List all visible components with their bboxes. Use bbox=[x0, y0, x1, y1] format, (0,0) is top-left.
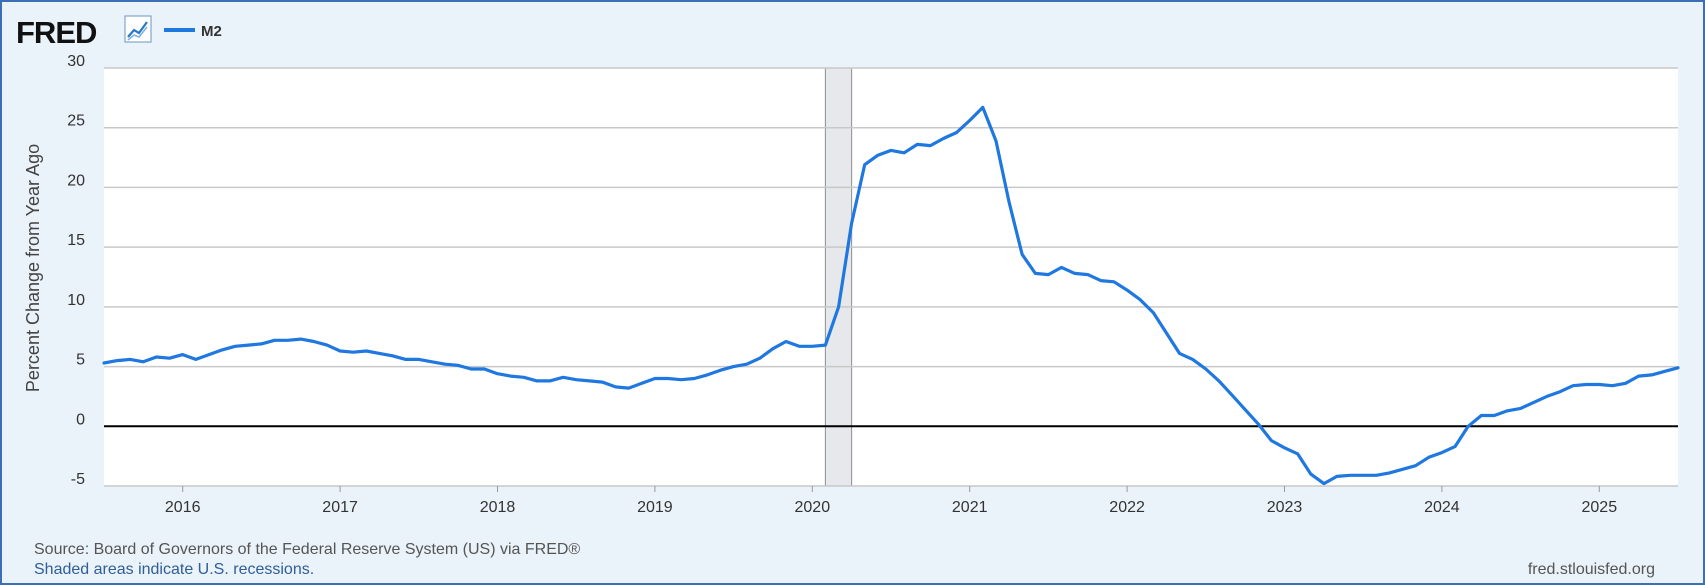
y-tick-label: 10 bbox=[67, 292, 85, 309]
y-tick-label: 20 bbox=[67, 172, 85, 189]
x-tick-label: 2021 bbox=[952, 499, 988, 516]
y-gridlines bbox=[104, 67, 1678, 487]
x-tick-labels: 2016 2017 2018 2019 2020 2021 2022 2023 2024 2025 bbox=[165, 486, 1617, 516]
x-tick-label: 2025 bbox=[1582, 499, 1618, 516]
y-tick-labels: -5 0 5 10 15 20 25 30 bbox=[67, 53, 85, 488]
y-tick-label: 0 bbox=[76, 411, 85, 428]
y-axis-label: Percent Change from Year Ago bbox=[23, 144, 43, 392]
y-tick-label: 30 bbox=[67, 53, 85, 70]
x-tick-label: 2022 bbox=[1109, 499, 1145, 516]
site-url[interactable]: fred.stlouisfed.org bbox=[1527, 561, 1655, 578]
recession-note: Shaded areas indicate U.S. recessions. bbox=[34, 561, 315, 578]
fred-logo-text[interactable]: FRED bbox=[16, 15, 98, 50]
plot-area bbox=[104, 68, 1678, 486]
recession-bands bbox=[824, 67, 853, 487]
x-tick-label: 2020 bbox=[795, 499, 831, 516]
x-tick-label: 2024 bbox=[1424, 499, 1460, 516]
line-chart-icon bbox=[124, 15, 152, 43]
y-tick-label: 25 bbox=[67, 113, 85, 130]
x-tick-label: 2018 bbox=[480, 499, 516, 516]
x-tick-label: 2023 bbox=[1267, 499, 1303, 516]
x-tick-label: 2019 bbox=[637, 499, 673, 516]
recession-band-1 bbox=[824, 67, 853, 487]
series-line-m2[interactable] bbox=[102, 105, 1680, 486]
y-tick-label: 5 bbox=[76, 352, 85, 369]
source-note: Source: Board of Governors of the Federa… bbox=[34, 541, 581, 558]
legend-label-m2[interactable]: M2 bbox=[201, 23, 222, 40]
series-layer bbox=[102, 105, 1680, 486]
x-tick-label: 2017 bbox=[322, 499, 358, 516]
x-tick-label: 2016 bbox=[165, 499, 201, 516]
y-tick-label: 15 bbox=[67, 232, 85, 249]
y-tick-label: -5 bbox=[71, 471, 85, 488]
